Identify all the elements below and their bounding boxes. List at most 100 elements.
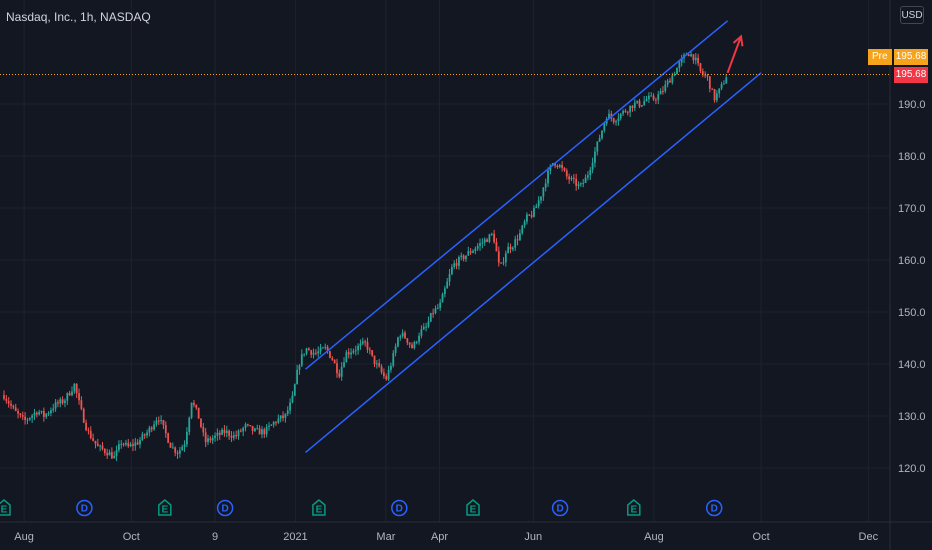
- candle-body: [108, 452, 111, 456]
- dividend-icon[interactable]: [391, 499, 408, 517]
- candle-body: [694, 57, 697, 61]
- candle-body: [706, 75, 709, 77]
- candle-body: [235, 435, 238, 437]
- candle-body: [38, 412, 41, 415]
- candle-body: [533, 208, 535, 217]
- candle-body: [723, 83, 725, 85]
- candle-body: [382, 372, 385, 377]
- candle-body: [526, 214, 528, 222]
- candle-body: [333, 359, 336, 364]
- candle-body: [223, 429, 226, 434]
- candle-body: [406, 338, 409, 343]
- candle-body: [317, 351, 320, 354]
- candle-body: [249, 425, 252, 427]
- candle-body: [474, 248, 477, 251]
- candle-body: [71, 391, 73, 396]
- candle-body: [486, 239, 488, 242]
- candle-body: [218, 432, 221, 435]
- candle-body: [479, 243, 481, 246]
- time-tick-label: Oct: [753, 531, 770, 543]
- candle-body: [336, 363, 338, 374]
- candle-body: [92, 438, 95, 441]
- candle-body: [326, 346, 329, 352]
- candle-body: [572, 177, 575, 179]
- candle-body: [251, 425, 254, 431]
- time-tick-label: 9: [212, 531, 218, 543]
- candle-body: [68, 392, 71, 396]
- candle-body: [153, 424, 155, 430]
- time-tick-label: Aug: [14, 531, 34, 543]
- candle-body: [633, 102, 636, 109]
- candle-body: [221, 429, 223, 435]
- candle-body: [359, 343, 362, 346]
- candle-body: [139, 439, 141, 445]
- candle-body: [401, 332, 404, 337]
- candle-body: [186, 432, 188, 445]
- candle-body: [565, 170, 568, 177]
- candle-body: [174, 447, 177, 453]
- candle-body: [345, 352, 348, 363]
- earnings-icon[interactable]: [0, 499, 11, 516]
- candle-body: [626, 111, 629, 113]
- projection-arrow[interactable]: [726, 36, 742, 74]
- candle-body: [193, 402, 195, 405]
- candle-body: [141, 434, 144, 440]
- channel-upper-line[interactable]: [305, 20, 729, 370]
- channel-lower-line[interactable]: [305, 72, 762, 453]
- candle-body: [443, 288, 446, 295]
- candle-body: [429, 313, 432, 322]
- candle-body: [275, 422, 277, 424]
- premarket-price-badge: 195.68: [894, 49, 928, 65]
- candle-body: [619, 113, 622, 119]
- candle-body: [115, 450, 118, 456]
- candle-body: [303, 353, 306, 355]
- candle-body: [596, 141, 599, 152]
- candle-body: [33, 412, 36, 416]
- candle-body: [575, 178, 578, 186]
- candle-body: [373, 355, 376, 365]
- candle-body: [319, 347, 322, 352]
- earnings-icon[interactable]: [627, 499, 641, 516]
- candle-body: [232, 435, 235, 438]
- candle-body: [570, 177, 573, 180]
- time-tick-label: 2021: [283, 531, 307, 543]
- dividend-icon[interactable]: [551, 499, 569, 517]
- candle-body: [511, 247, 514, 250]
- candle-body: [446, 281, 449, 289]
- earnings-icon[interactable]: [158, 499, 172, 516]
- candle-body: [136, 442, 139, 445]
- currency-button[interactable]: USD: [900, 6, 924, 24]
- earnings-label: E: [630, 505, 637, 516]
- dividend-icon[interactable]: [216, 499, 234, 517]
- candle-body: [118, 444, 120, 451]
- candle-body: [465, 255, 467, 260]
- candle-body: [26, 419, 29, 421]
- candle-body: [708, 76, 711, 89]
- candle-body: [106, 452, 109, 456]
- price-tick-label: 180.0: [898, 151, 926, 163]
- candle-body: [261, 429, 263, 435]
- dividend-icon[interactable]: [76, 499, 93, 517]
- candle-body: [73, 383, 76, 392]
- earnings-icon[interactable]: [466, 499, 480, 516]
- earnings-icon[interactable]: [312, 499, 326, 516]
- price-tick-label: 170.0: [898, 203, 926, 215]
- candle-body: [458, 257, 460, 266]
- candle-body: [718, 88, 721, 94]
- candle-body: [568, 176, 571, 180]
- candle-body: [17, 411, 19, 414]
- candle-body: [584, 177, 587, 183]
- candle-body: [352, 350, 355, 353]
- candle-body: [347, 352, 350, 355]
- candle-body: [640, 105, 643, 107]
- candle-body: [434, 308, 437, 314]
- candle-body: [441, 294, 444, 303]
- candle-body: [171, 447, 174, 449]
- candle-body: [645, 99, 648, 102]
- dividend-icon[interactable]: [705, 499, 723, 517]
- candle-body: [340, 366, 343, 377]
- candle-body: [45, 413, 48, 417]
- candle-body: [650, 95, 653, 97]
- earnings-label: E: [161, 505, 168, 516]
